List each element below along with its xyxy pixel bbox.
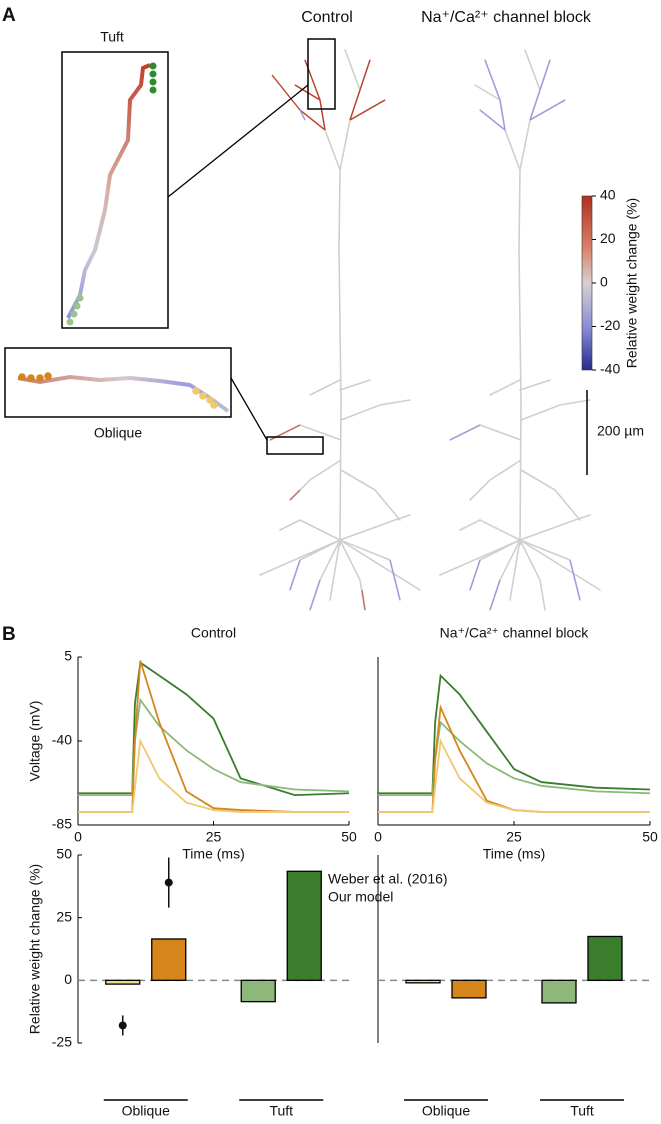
bar: [241, 980, 275, 1001]
oblique-zoom-box: [267, 437, 323, 454]
connector: [168, 85, 308, 197]
tuft-zoom-box: [308, 39, 335, 109]
y-tick-label: -25: [52, 1034, 72, 1050]
colorbar-tick-label: -40: [600, 361, 620, 377]
inset-title: Tuft: [100, 29, 124, 45]
x-axis-label: Time (ms): [483, 846, 545, 862]
colorbar-tick-label: -20: [600, 317, 620, 333]
voltage-trace: [378, 722, 650, 795]
voltage-trace: [378, 676, 650, 794]
bar: [452, 980, 486, 998]
bar: [287, 871, 321, 980]
tuft-inset: [62, 52, 168, 328]
depression: [290, 110, 400, 610]
oblique-change: [270, 425, 365, 610]
x-tick-label: 0: [374, 829, 382, 845]
bar: [406, 980, 440, 983]
y-axis-label: Relative weight change (%): [27, 864, 43, 1034]
connector: [231, 378, 267, 440]
neuron-block: [440, 50, 600, 610]
x-tick-label: 50: [642, 829, 658, 845]
morphology-title: Control: [301, 9, 353, 26]
x-tick-label: 50: [341, 829, 357, 845]
chart-title: Control: [191, 625, 236, 641]
bar: [106, 980, 140, 984]
legend-label: Our model: [328, 889, 393, 905]
chart-title: Na⁺/Ca²⁺ channel block: [440, 625, 590, 641]
bar: [588, 936, 622, 980]
voltage-trace: [378, 707, 650, 812]
colorbar: [582, 196, 592, 370]
voltage-trace: [78, 741, 349, 812]
voltage-trace: [78, 700, 349, 795]
y-axis-label: Voltage (mV): [27, 701, 43, 782]
bar: [152, 939, 186, 980]
x-tick-label: 0: [74, 829, 82, 845]
panel-label: B: [2, 624, 16, 645]
tuft-potentiation: [272, 60, 385, 130]
x-tick-label: 25: [206, 829, 222, 845]
bar: [542, 980, 576, 1003]
x-tick-label: Tuft: [570, 1103, 594, 1119]
x-axis-label: Time (ms): [182, 846, 244, 862]
voltage-trace: [378, 741, 650, 812]
y-tick-label: 25: [56, 908, 72, 924]
scale-bar-label: 200 µm: [597, 423, 644, 439]
x-tick-label: Tuft: [269, 1103, 293, 1119]
panel-label: A: [2, 5, 16, 26]
morphology-title: Na⁺/Ca²⁺ channel block: [421, 9, 592, 26]
legend-label: Weber et al. (2016): [328, 871, 448, 887]
x-tick-label: Oblique: [422, 1103, 470, 1119]
x-tick-label: Oblique: [122, 1103, 170, 1119]
reference-point: [165, 879, 173, 887]
colorbar-tick-label: 20: [600, 230, 616, 246]
y-tick-label: 5: [64, 648, 72, 664]
voltage-trace: [78, 663, 349, 796]
y-tick-label: -40: [52, 732, 72, 748]
x-tick-label: 25: [506, 829, 522, 845]
reference-point: [119, 1021, 127, 1029]
colorbar-tick-label: 40: [600, 187, 616, 203]
neuron-control: [260, 50, 420, 610]
y-tick-label: -85: [52, 816, 72, 832]
y-tick-label: 50: [56, 846, 72, 862]
colorbar-tick-label: 0: [600, 274, 608, 290]
depression: [450, 60, 580, 610]
y-tick-label: 0: [64, 971, 72, 987]
colorbar-label: Relative weight change (%): [624, 198, 640, 368]
inset-title: Oblique: [94, 425, 142, 441]
